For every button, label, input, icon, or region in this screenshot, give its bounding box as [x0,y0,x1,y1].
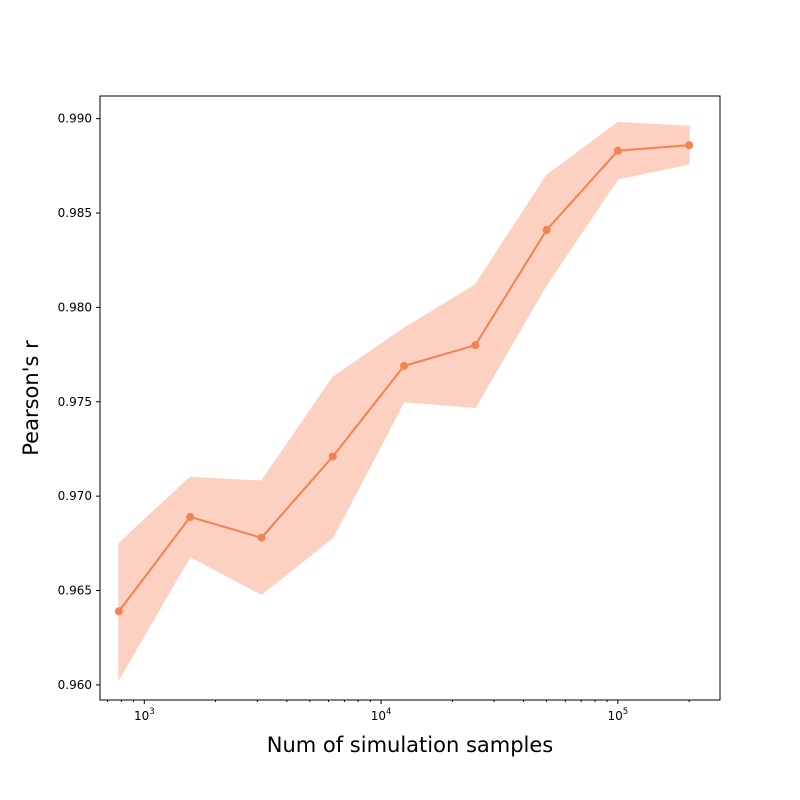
x-tick-label: 103 [134,707,155,723]
y-axis-ticks: 0.960 0.965 0.970 0.975 0.980 0.985 0.990 [58,112,100,692]
plot-frame [99,95,721,701]
x-axis-ticks: 103 104 105 [107,700,690,723]
y-tick-label: 0.980 [58,300,92,314]
data-point [257,533,266,542]
y-tick-label: 0.970 [58,489,92,503]
data-point [471,341,480,350]
y-tick-label: 0.985 [58,206,92,220]
series-points [114,141,694,616]
x-tick-label: 104 [371,707,392,723]
data-point [685,141,694,150]
data-point [613,146,622,155]
y-tick-label: 0.990 [58,112,92,126]
y-tick-label: 0.960 [58,678,92,692]
y-tick-label: 0.965 [58,584,92,598]
data-point [542,226,551,235]
y-axis-label: Pearson's r [19,340,43,456]
x-axis-label: Num of simulation samples [267,733,554,757]
x-tick-label: 105 [608,707,629,723]
data-point [400,361,409,370]
y-tick-label: 0.975 [58,395,92,409]
x-minor-ticks [107,700,690,702]
data-point [114,607,123,616]
data-point [328,452,337,461]
data-point [186,512,195,521]
